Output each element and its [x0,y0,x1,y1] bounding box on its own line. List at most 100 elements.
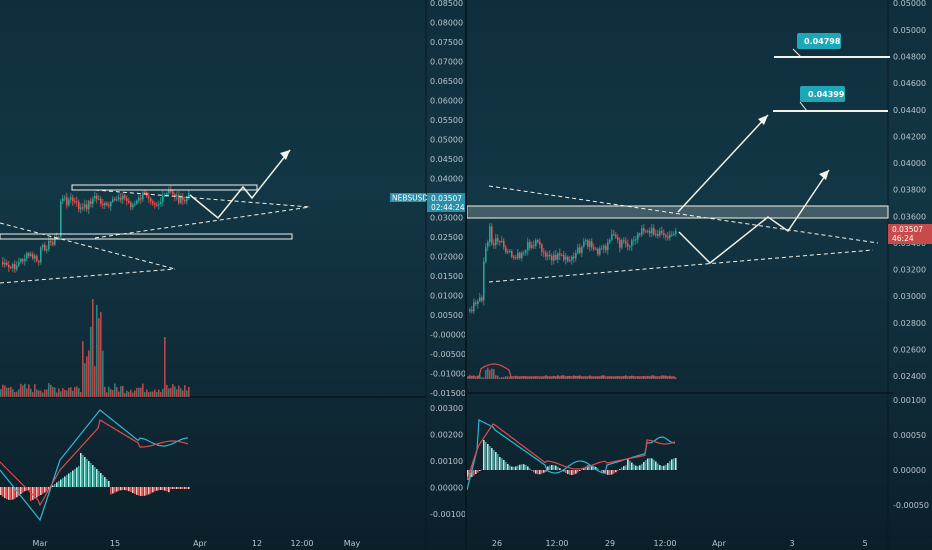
left-volume-bar [50,384,52,397]
left-macd-histogram-bar [106,479,108,487]
left-candle [10,267,12,269]
right-candle [671,234,673,236]
right-chart-pane[interactable] [467,0,932,550]
left-volume-bar [92,299,94,397]
right-macd-axis-tick-label: 0.00100 [893,396,926,405]
right-macd-histogram-bar [495,452,497,470]
left-volume-bar [134,390,136,397]
left-macd-histogram-bar [110,487,112,495]
right-macd-histogram-bar [525,464,527,470]
left-macd-histogram-bar [52,485,54,487]
left-candle [52,242,54,245]
right-candle [509,251,511,253]
right-macd-histogram-bar [673,458,675,470]
right-volume-bar [467,376,469,379]
left-candle [126,198,128,201]
left-price-axis-tick-label: -0.01000 [430,370,465,379]
right-time-axis[interactable]: 26 12:00 29 12:00 Apr 3 5 [492,539,868,548]
right-macd-histogram-bar [545,470,547,472]
right-macd-histogram-bar [641,463,643,470]
left-macd-histogram-bar [2,487,4,497]
right-macd-histogram-bar [645,460,647,470]
right-volume-bar [667,376,669,379]
pane-divider[interactable] [465,0,467,550]
right-volume-bar [609,376,611,379]
right-macd-histogram-bar [625,465,627,470]
left-candles [2,185,190,274]
left-volume-bar [122,385,124,397]
right-volume-bar [549,377,551,379]
right-candle [603,245,605,249]
left-volume-bar [152,391,154,397]
right-volume-bar [571,377,573,379]
left-macd-histogram-bar [34,487,36,499]
left-price-axis[interactable]: 0.08500 0.08000 0.07500 0.07000 0.06500 0.060… [430,0,465,398]
left-candle [140,197,142,200]
right-candle [649,230,651,234]
left-volume-bar [4,385,6,397]
left-candle [88,201,90,210]
left-macd-axis[interactable]: 0.00300 0.00200 0.00100 0.00000 -0.00100 [430,404,465,519]
right-volume-bar [615,376,617,379]
right-volume-bar [635,377,637,379]
left-macd-histogram-bar [12,487,14,500]
left-volume-bar [168,388,170,397]
left-time-axis[interactable]: Mar 15 Apr 12 12:00 May [32,539,360,548]
right-volume-bar [645,377,647,379]
right-candle [599,248,601,255]
right-time-axis-tick-label: 29 [605,539,615,548]
right-volume-bar [559,376,561,379]
left-candle [72,197,74,202]
left-candle [54,237,56,245]
right-price-axis[interactable]: 0.05000 0.04800 0.04600 0.04400 0.04200 0.040… [893,26,926,381]
right-candle [663,232,665,236]
left-macd-histogram-bar [18,487,20,496]
left-volume-bar [38,390,40,397]
right-macd-histogram-bar [469,470,471,479]
right-macd-histogram-bar [577,470,579,473]
left-macd-histogram-bar [142,487,144,496]
left-symbol-tag [390,193,426,202]
left-chart-pane[interactable] [0,0,465,550]
right-candle [619,239,621,248]
left-volume-bar [34,384,36,397]
right-macd-histogram-bar [579,470,581,471]
left-volume-bar [18,389,20,397]
right-candle [547,254,549,257]
right-macd-axis[interactable]: 0.00100 0.00050 0.00000 -0.00050 [893,396,929,510]
right-candle [661,230,663,233]
left-volume-bars [0,299,190,397]
right-macd-histogram-bar [471,470,473,477]
left-macd-histogram-bar [84,457,86,487]
left-macd-histogram-bar [156,487,158,491]
left-macd-line [0,409,189,522]
right-macd-histogram-bar [497,454,499,470]
left-macd-histogram-bar [176,487,178,489]
left-price-axis-tick-label: -0.01500 [430,389,465,398]
right-candle [613,234,615,236]
left-candle [166,193,168,196]
right-candle [469,309,471,312]
left-candle [66,197,68,206]
left-macd-histogram-bar [22,487,24,493]
right-macd-histogram-bar [517,465,519,470]
right-target-label-1: 0.04798 [804,37,841,46]
right-macd-histogram-bar [507,464,509,470]
left-time-axis-tick-label: 15 [110,539,120,548]
right-volume-bar [481,377,483,379]
right-candle [601,248,603,250]
left-price-axis-tick-label: 0.05500 [430,116,463,125]
left-price-axis-tick-label: 0.02000 [430,253,463,262]
left-volume-bar [114,383,116,397]
right-price-axis-tick-label: 0.02800 [893,319,926,328]
left-candle [28,253,30,256]
right-macd-histogram-bar [671,459,673,470]
right-candle [565,256,567,260]
left-candle [46,249,48,251]
right-macd-histogram-bar [659,465,661,470]
right-time-axis-tick-label: 12:00 [545,539,568,548]
right-macd-histogram-bar [621,467,623,470]
left-price-axis-tick-label: 0.05000 [430,136,463,145]
left-macd-histogram-bar [182,487,184,489]
right-candle [503,240,505,248]
